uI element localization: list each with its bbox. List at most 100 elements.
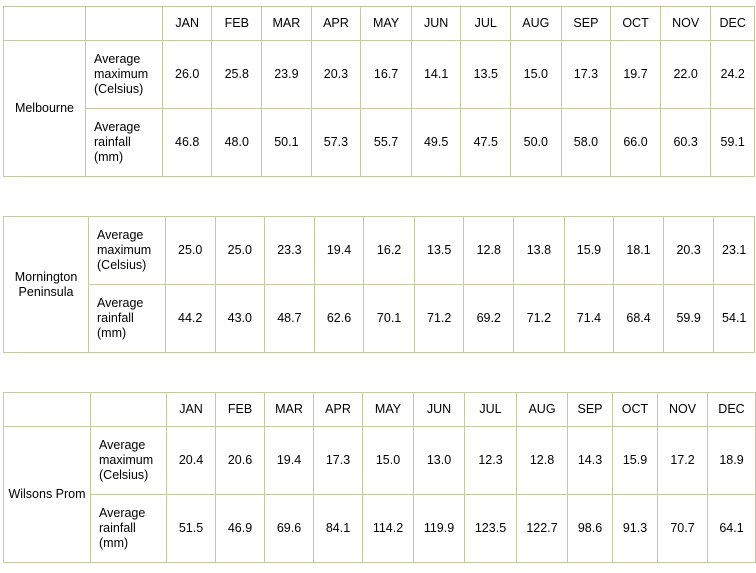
value-cell: 123.5 [464, 494, 517, 563]
value-cell: 19.4 [313, 216, 365, 285]
value-cell: 55.7 [360, 108, 412, 177]
value-cell: 23.3 [264, 216, 315, 285]
value-cell: 71.2 [413, 284, 465, 353]
month-header: APR [313, 392, 363, 427]
value-cell: 50.0 [510, 108, 562, 177]
value-cell: 18.9 [707, 426, 756, 495]
value-cell: 13.0 [413, 426, 465, 495]
month-header: MAR [261, 6, 312, 41]
header-empty-cell [90, 392, 167, 427]
value-cell: 15.0 [510, 40, 562, 109]
value-cell: 13.5 [460, 40, 512, 109]
value-cell: 98.6 [567, 494, 613, 563]
melbourne-climate-table: JAN FEB MAR APR MAY JUN JUL AUG SEP OCT … [3, 6, 755, 177]
value-cell: 15.9 [612, 426, 658, 495]
value-cell: 46.9 [215, 494, 265, 563]
value-cell: 58.0 [560, 108, 612, 177]
location-name: Mornington Peninsula [2, 216, 90, 353]
value-cell: 48.0 [211, 108, 263, 177]
month-header-row: JAN FEB MAR APR MAY JUN JUL AUG SEP OCT … [3, 6, 755, 41]
value-cell: 68.4 [613, 284, 664, 353]
value-cell: 14.1 [410, 40, 462, 109]
rainfall-row: Average rainfall (mm) 46.8 48.0 50.1 57.… [4, 108, 755, 177]
metric-label: Average rainfall (mm) [88, 284, 166, 353]
month-header: MAR [264, 392, 314, 427]
header-empty-cell [84, 6, 163, 41]
value-cell: 46.8 [161, 108, 213, 177]
value-cell: 57.3 [310, 108, 362, 177]
value-cell: 59.9 [662, 284, 715, 353]
value-cell: 20.6 [215, 426, 265, 495]
rainfall-row: Average rainfall (mm) 44.2 43.0 48.7 62.… [4, 284, 755, 353]
value-cell: 20.3 [310, 40, 362, 109]
value-cell: 22.0 [659, 40, 712, 109]
value-cell: 62.6 [313, 284, 365, 353]
month-header-row: JAN FEB MAR APR MAY JUN JUL AUG SEP OCT … [3, 392, 756, 427]
metric-label: Average rainfall (mm) [90, 494, 167, 563]
value-cell: 19.4 [264, 426, 314, 495]
rainfall-row: Average rainfall (mm) 51.5 46.9 69.6 84.… [4, 494, 756, 563]
value-cell: 12.8 [516, 426, 568, 495]
month-header: JAN [161, 6, 213, 41]
value-cell: 59.1 [710, 108, 755, 177]
month-header: JUL [460, 6, 512, 41]
value-cell: 60.3 [659, 108, 712, 177]
value-cell: 44.2 [164, 284, 216, 353]
month-header: FEB [211, 6, 263, 41]
value-cell: 19.7 [610, 40, 661, 109]
month-header: OCT [612, 392, 658, 427]
month-header: FEB [215, 392, 265, 427]
metric-label: Average maximum (Celsius) [84, 40, 163, 109]
value-cell: 71.4 [563, 284, 615, 353]
value-cell: 48.7 [264, 284, 315, 353]
value-cell: 51.5 [166, 494, 216, 563]
month-header: DEC [710, 6, 755, 41]
month-header: OCT [610, 6, 661, 41]
value-cell: 69.2 [463, 284, 515, 353]
metric-label: Average rainfall (mm) [84, 108, 163, 177]
month-header: JUN [410, 6, 462, 41]
value-cell: 49.5 [410, 108, 462, 177]
value-cell: 20.3 [662, 216, 715, 285]
value-cell: 13.8 [513, 216, 565, 285]
value-cell: 24.2 [710, 40, 755, 109]
value-cell: 122.7 [516, 494, 568, 563]
value-cell: 54.1 [713, 284, 755, 353]
value-cell: 14.3 [567, 426, 613, 495]
value-cell: 16.7 [360, 40, 412, 109]
location-name: Melbourne [3, 40, 86, 177]
month-header: AUG [516, 392, 568, 427]
value-cell: 84.1 [313, 494, 363, 563]
value-cell: 16.2 [363, 216, 415, 285]
value-cell: 17.3 [560, 40, 612, 109]
value-cell: 17.3 [313, 426, 363, 495]
header-empty-cell [3, 392, 91, 427]
value-cell: 70.7 [657, 494, 708, 563]
month-header: AUG [510, 6, 562, 41]
value-cell: 23.1 [713, 216, 755, 285]
month-header: NOV [657, 392, 708, 427]
metric-label: Average maximum (Celsius) [88, 216, 166, 285]
header-empty-cell [3, 6, 86, 41]
value-cell: 114.2 [362, 494, 414, 563]
month-header: JUN [413, 392, 465, 427]
month-header: NOV [659, 6, 712, 41]
value-cell: 25.0 [164, 216, 216, 285]
value-cell: 91.3 [612, 494, 658, 563]
value-cell: 23.9 [261, 40, 312, 109]
location-name: Wilsons Prom [3, 426, 91, 563]
value-cell: 15.0 [362, 426, 414, 495]
month-header: DEC [707, 392, 756, 427]
value-cell: 25.0 [214, 216, 266, 285]
month-header: APR [310, 6, 362, 41]
temperature-row: Mornington Peninsula Average maximum (Ce… [2, 216, 755, 353]
value-cell: 26.0 [161, 40, 213, 109]
value-cell: 12.3 [464, 426, 517, 495]
value-cell: 50.1 [261, 108, 312, 177]
month-header: MAY [362, 392, 414, 427]
month-header: JAN [166, 392, 216, 427]
value-cell: 18.1 [613, 216, 664, 285]
value-cell: 66.0 [610, 108, 661, 177]
temperature-row: Wilsons Prom Average maximum (Celsius) 2… [3, 426, 756, 563]
value-cell: 71.2 [513, 284, 565, 353]
